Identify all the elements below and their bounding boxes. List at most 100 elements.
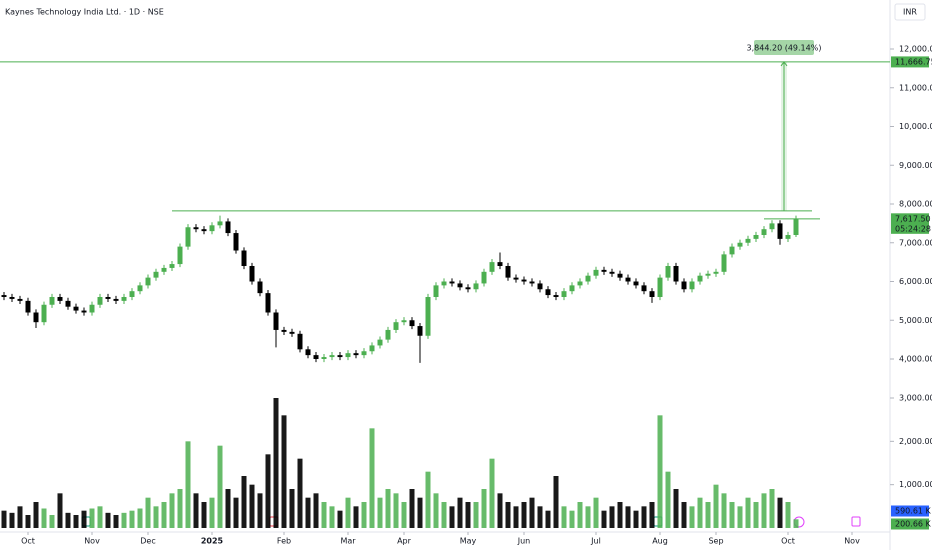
volume-bar (9, 512, 15, 528)
candle-body (113, 298, 119, 301)
volume-bar (65, 512, 71, 528)
x-tick-label: Oct (781, 537, 795, 546)
volume-bar (297, 458, 303, 528)
volume-bar (777, 497, 783, 528)
candle-body (169, 264, 175, 268)
volume-ma-label-bg (891, 505, 929, 517)
volume-bar (513, 506, 519, 528)
volume-bar (105, 512, 111, 528)
volume-bar (393, 493, 399, 528)
candle-body (505, 266, 511, 278)
volume-bar (337, 510, 343, 528)
candle-body (745, 238, 751, 243)
volume-bar (737, 506, 743, 528)
candle-body (601, 269, 607, 272)
volume-bar (225, 489, 231, 528)
volume-bar (409, 489, 415, 528)
volume-bar (425, 471, 431, 528)
candle-body (777, 223, 783, 239)
volume-bar (537, 506, 543, 528)
candle-body (233, 233, 239, 251)
volume-bar (329, 506, 335, 528)
volume-bar (465, 502, 471, 528)
volume-bar (113, 515, 119, 528)
candle-body (73, 306, 79, 311)
target-label: 11,666.75 (895, 57, 932, 66)
candle-body (369, 345, 375, 352)
x-tick-label: Mar (340, 537, 356, 546)
last-price-label: 7,617.50 (895, 214, 931, 223)
currency-box[interactable] (894, 3, 926, 21)
candle-body (529, 281, 535, 284)
volume-last-label: 200.66 K (895, 520, 932, 529)
candle-body (345, 353, 351, 358)
candle-body (361, 351, 367, 356)
volume-bar (273, 398, 279, 528)
candle-body (217, 221, 223, 226)
volume-last-label-bg (891, 518, 929, 530)
candle-body (41, 304, 47, 323)
candle-body (769, 223, 775, 230)
candle-body (569, 285, 575, 292)
candle-body (353, 353, 359, 356)
volume-bar (601, 510, 607, 528)
volume-bar (481, 489, 487, 528)
x-tick-label: Jun (517, 537, 531, 546)
candle-body (377, 339, 383, 346)
volume-bar (49, 515, 55, 528)
volume-bar (785, 502, 791, 528)
volume-bar (305, 497, 311, 528)
candle-body (321, 357, 327, 359)
volume-bar (89, 508, 95, 528)
volume-bar (73, 515, 79, 528)
candle-body (697, 275, 703, 282)
measure-arrow-head (780, 61, 788, 67)
volume-bar (369, 428, 375, 528)
candle-body (201, 229, 207, 232)
x-tick-label: Nov (844, 537, 860, 546)
volume-bar (265, 454, 271, 528)
volume-bar (289, 489, 295, 528)
candle-body (705, 273, 711, 276)
candle-body (193, 227, 199, 230)
volume-ma-label: 590.61 K (895, 507, 932, 516)
candle-body (337, 355, 343, 358)
candle-body (433, 285, 439, 297)
candle-body (297, 333, 303, 350)
volume-tick-label: 2,000.00 (899, 437, 932, 446)
volume-bar (345, 497, 351, 528)
candle-body (465, 287, 471, 290)
volume-bar (377, 497, 383, 528)
candle-body (249, 266, 255, 282)
candle-body (641, 285, 647, 292)
candle-body (761, 229, 767, 235)
candle-body (417, 326, 423, 336)
volume-bar (121, 512, 127, 528)
candle-body (9, 297, 15, 299)
candle-body (329, 355, 335, 358)
y-tick-label: 6,000.00 (899, 277, 932, 286)
volume-bar (233, 497, 239, 528)
candle-body (1, 295, 7, 297)
x-tick-label: Apr (397, 537, 412, 546)
candle-body (657, 277, 663, 297)
volume-bar (153, 506, 159, 528)
candle-body (17, 298, 23, 301)
candle-body (513, 277, 519, 280)
volume-bar (473, 502, 479, 528)
candle-body (185, 227, 191, 247)
candle-body (409, 320, 415, 327)
volume-bar (433, 493, 439, 528)
x-tick-label: Nov (84, 537, 100, 546)
volume-bar (705, 502, 711, 528)
candle-body (633, 281, 639, 286)
y-tick-label: 12,000.00 (899, 45, 932, 54)
candle-body (713, 271, 719, 274)
candle-body (57, 297, 63, 301)
candle-body (649, 291, 655, 297)
candle-body (489, 262, 495, 272)
last-price-label-bg (891, 213, 929, 225)
currency[interactable]: INR (903, 8, 917, 17)
